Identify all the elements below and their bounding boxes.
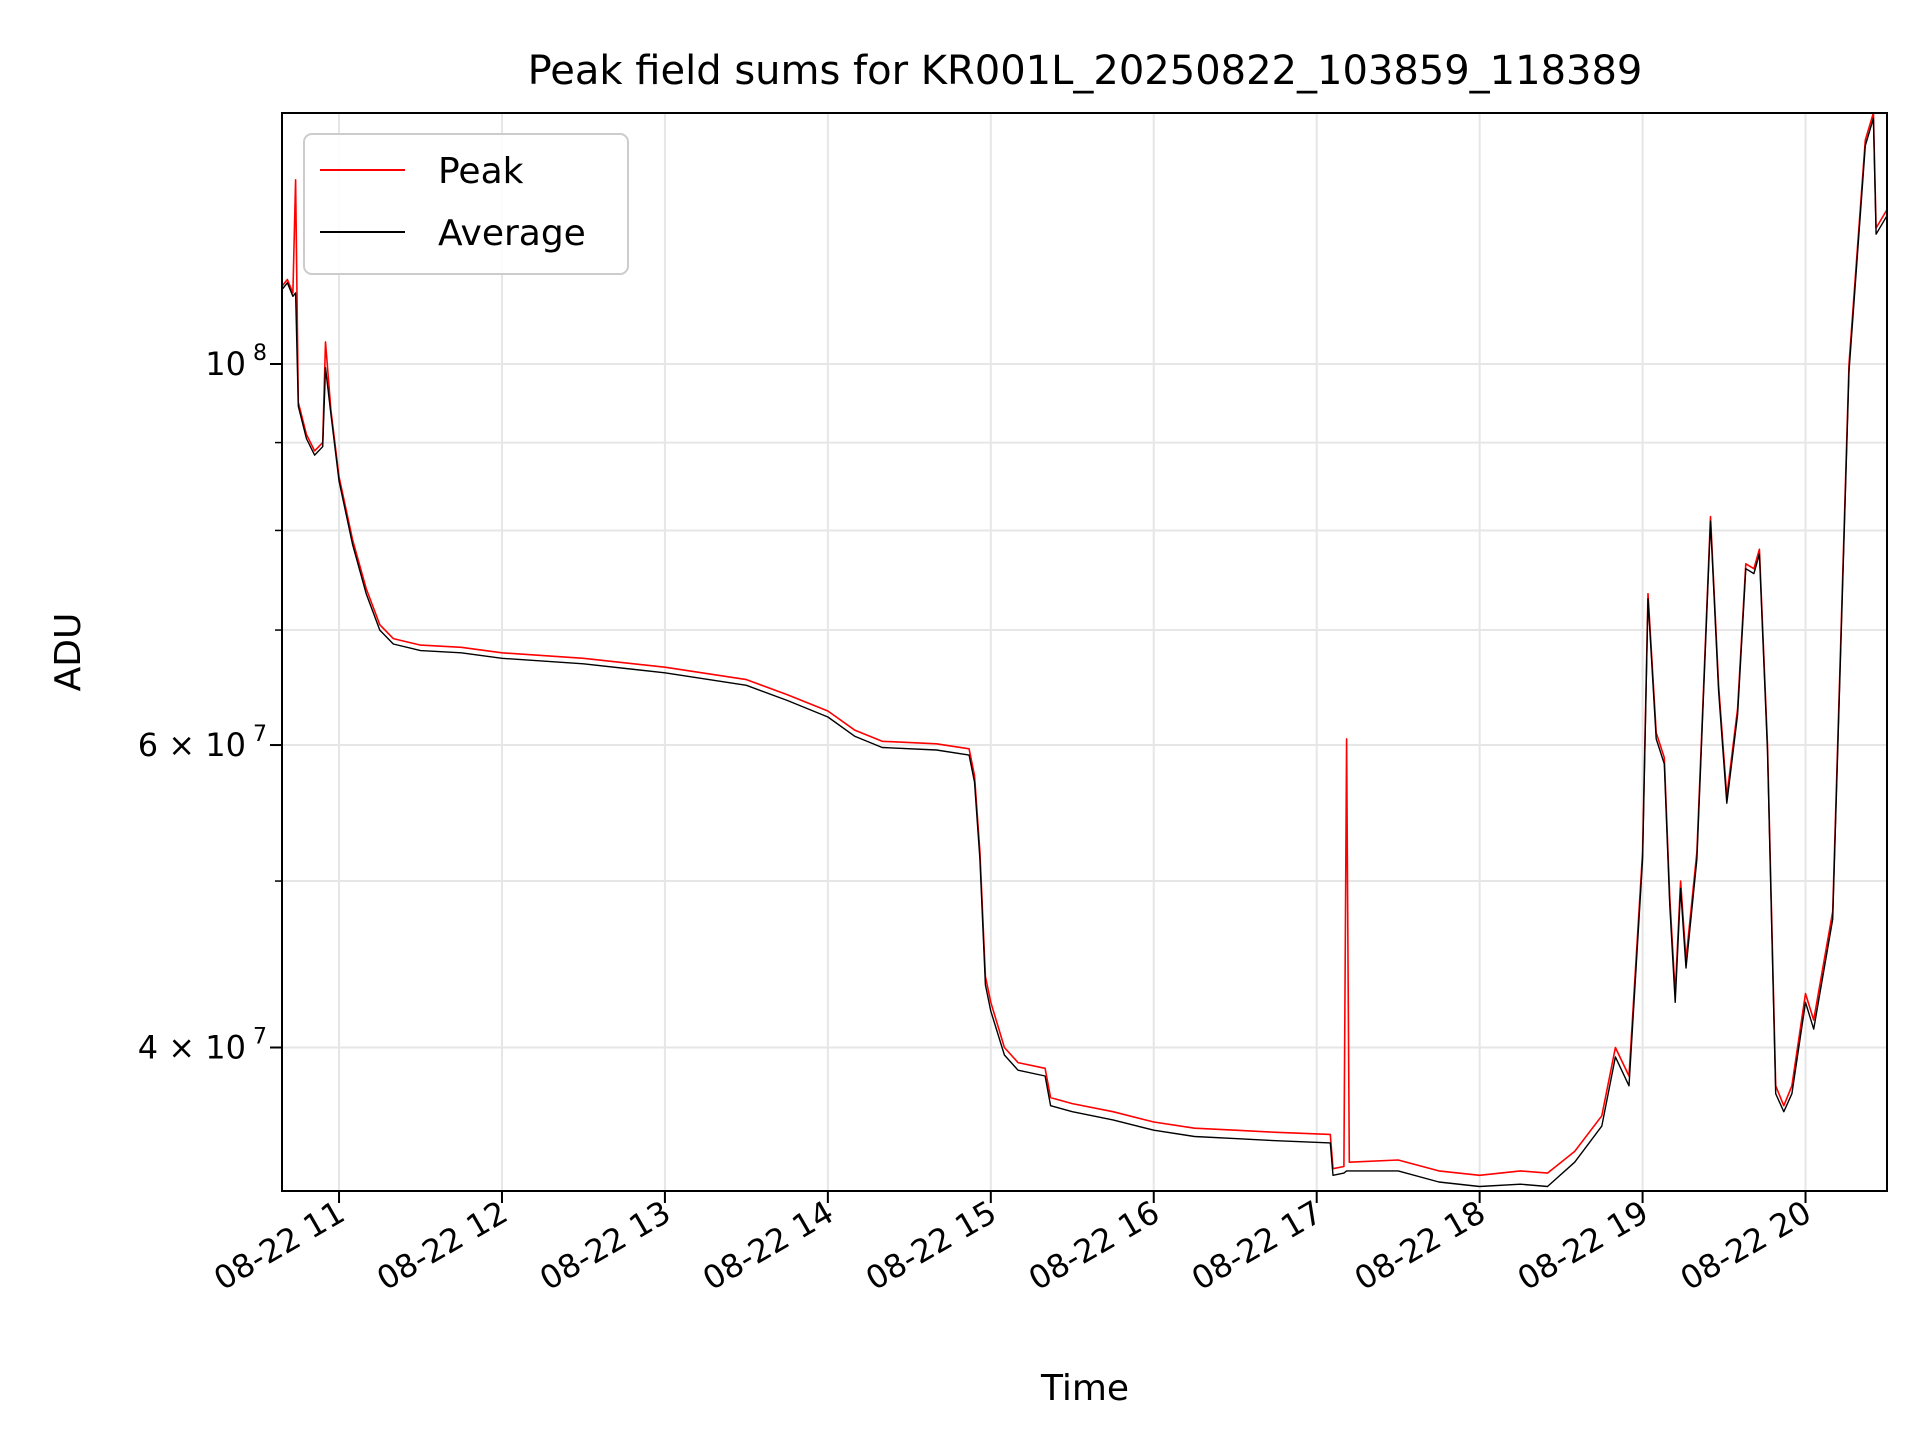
- y-tick-label-base: 4 × 10: [138, 1029, 246, 1067]
- y-tick-label-base: 6 × 10: [138, 726, 246, 764]
- y-tick-label-base: 10: [205, 345, 246, 383]
- y-axis: 10 8 6 × 10 7 4 × 10 7: [138, 341, 282, 1067]
- y-tick-label-exponent: 7: [253, 1025, 267, 1050]
- y-axis-label: ADU: [48, 613, 89, 692]
- y-tick-label: 10: [205, 345, 246, 383]
- y-tick-label: 6 × 10: [138, 726, 246, 764]
- series-line-peak: [281, 112, 1888, 1177]
- legend-label-average: Average: [438, 213, 586, 254]
- legend: Peak Average: [303, 133, 629, 275]
- x-axis-label: Time: [1040, 1368, 1129, 1409]
- chart-title: Peak field sums for KR001L_20250822_1038…: [528, 48, 1643, 94]
- series-line-average: [281, 117, 1888, 1188]
- grid: [282, 113, 1887, 1191]
- y-tick-label-exponent: 8: [253, 341, 267, 366]
- plot-frame: [281, 112, 1888, 1192]
- legend-label-peak: Peak: [438, 151, 524, 192]
- y-tick-label-exponent: 7: [253, 722, 267, 747]
- series-lines: [281, 112, 1888, 1188]
- y-tick-label: 4 × 10: [138, 1029, 246, 1067]
